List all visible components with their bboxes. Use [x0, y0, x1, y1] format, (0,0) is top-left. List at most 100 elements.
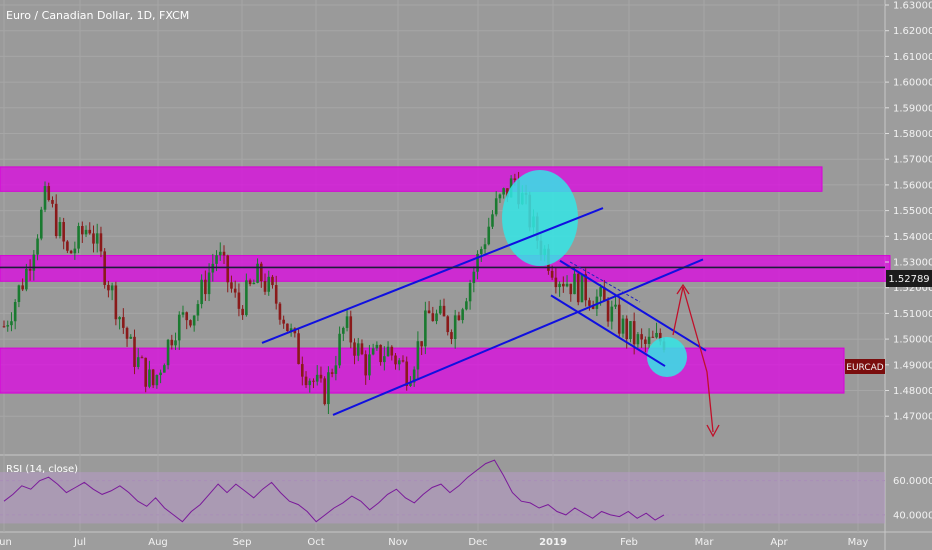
candle-body	[58, 222, 62, 237]
candle-body	[457, 315, 461, 321]
candle-body	[319, 374, 323, 379]
candle-body	[282, 319, 285, 324]
price-tick-label: 1.54000	[893, 232, 932, 243]
price-tick-label: 1.50000	[893, 335, 932, 346]
candle-body	[84, 229, 88, 235]
candle-body	[259, 263, 263, 282]
candle-body	[461, 309, 464, 321]
time-tick-label: Jun	[0, 537, 12, 548]
price-tick-label: 1.57000	[893, 155, 932, 166]
trendline-2[interactable]	[559, 259, 707, 352]
candle-body	[181, 312, 185, 315]
candle-body	[256, 263, 259, 283]
candle-body	[472, 271, 476, 284]
candle-body	[99, 233, 103, 252]
candle-body	[383, 356, 386, 363]
rsi-title: RSI (14, close)	[6, 464, 78, 475]
candle-body	[174, 340, 177, 346]
candle-body	[263, 281, 267, 292]
candle-body	[177, 314, 181, 341]
candle-body	[230, 282, 233, 289]
candle-body	[148, 369, 151, 387]
candle-body	[323, 378, 326, 405]
candle-body	[588, 300, 591, 306]
candle-body	[625, 318, 629, 340]
candle-body	[431, 313, 435, 322]
candle-body	[151, 369, 155, 386]
support-resistance-zones[interactable]	[0, 166, 891, 394]
candle-body	[241, 308, 244, 316]
candle-body	[405, 361, 409, 386]
candle-body	[580, 274, 584, 303]
time-tick-label: Mar	[695, 537, 715, 548]
candle-body	[569, 283, 573, 295]
candle-body	[576, 273, 580, 303]
candle-body	[368, 354, 371, 376]
symbol-marker	[845, 359, 885, 374]
candle-body	[632, 321, 636, 345]
rsi-line[interactable]	[3, 459, 665, 523]
highlight-circles[interactable]	[502, 170, 687, 377]
projection-arrows[interactable]	[672, 283, 720, 438]
candle-body	[218, 251, 222, 256]
zone-1[interactable]	[0, 255, 891, 282]
candle-body	[450, 332, 453, 340]
candle-body	[315, 374, 319, 382]
trendlines[interactable]	[261, 207, 707, 416]
highlight-bottom-circle[interactable]	[647, 337, 687, 377]
candle-body	[140, 357, 144, 359]
candle-body	[442, 305, 446, 317]
time-axis-area[interactable]	[0, 532, 885, 550]
candle-body	[267, 276, 271, 292]
candle-body	[278, 303, 282, 320]
rsi-band	[0, 472, 885, 524]
candle-body	[107, 284, 110, 291]
candle-body	[308, 380, 312, 386]
candle-body	[92, 233, 95, 244]
candle-body	[353, 342, 356, 356]
candle-body	[334, 365, 338, 374]
candle-body	[248, 280, 252, 285]
candle-body	[502, 188, 505, 195]
candle-body	[36, 238, 39, 255]
candle-body	[196, 304, 200, 316]
candle-body	[136, 357, 140, 367]
candle-body	[655, 332, 658, 338]
chart-title: Euro / Canadian Dollar, 1D, FXCM	[6, 9, 189, 22]
candle-body	[554, 277, 558, 288]
highlight-top-circle[interactable]	[502, 170, 578, 266]
price-tick-label: 1.62000	[893, 26, 932, 37]
candle-body	[550, 270, 554, 278]
candlestick-series	[2, 171, 666, 415]
zone-2[interactable]	[0, 347, 845, 394]
time-tick-label: Apr	[770, 537, 788, 548]
candle-body	[327, 372, 330, 405]
candle-body	[226, 255, 230, 283]
candle-body	[562, 283, 565, 287]
candle-body	[118, 317, 121, 320]
candle-body	[133, 336, 136, 367]
trendline-0[interactable]	[261, 207, 604, 344]
candle-body	[28, 268, 32, 271]
trendline-3[interactable]	[550, 294, 666, 367]
candle-body	[62, 222, 65, 242]
price-tick-label: 1.61000	[893, 52, 932, 63]
trendline-1[interactable]	[332, 258, 704, 416]
projection-arrow-path[interactable]	[672, 286, 714, 433]
candle-body	[394, 355, 397, 365]
time-tick-label: Nov	[388, 537, 408, 548]
candle-body	[494, 198, 498, 215]
candle-body	[617, 304, 621, 334]
candle-body	[13, 301, 17, 322]
zone-0[interactable]	[0, 166, 823, 192]
candle-body	[573, 273, 576, 295]
candle-body	[192, 315, 196, 326]
arrow-head-down	[706, 424, 720, 438]
candle-body	[77, 226, 80, 249]
candle-body	[10, 321, 13, 326]
candle-body	[435, 313, 438, 322]
rsi-axis-ticks: 60.0000 40.0000	[893, 476, 932, 521]
candle-body	[412, 369, 416, 383]
